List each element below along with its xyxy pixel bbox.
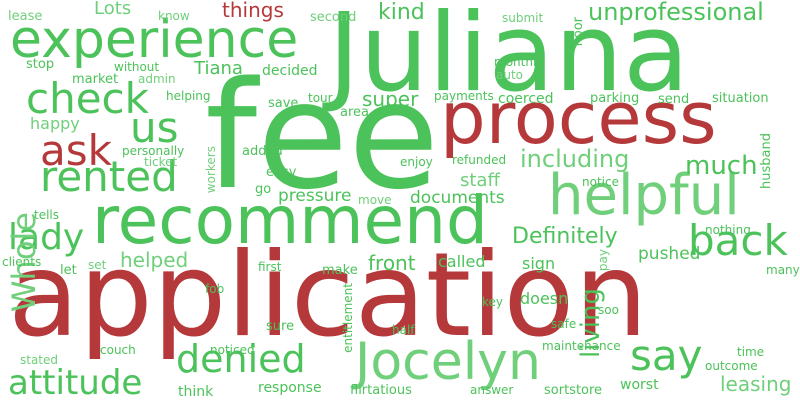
word-floor: floor	[571, 17, 586, 47]
word-move: move	[358, 193, 392, 207]
word-answer: answer	[470, 383, 514, 397]
word-helping: helping	[166, 89, 211, 103]
word-send: send	[658, 92, 690, 107]
word-stop: stop	[26, 57, 55, 72]
word-nothing: nothing	[705, 223, 751, 237]
word-notice: notice	[582, 175, 619, 189]
word-without: without	[114, 60, 160, 74]
word-ticket: ticket	[144, 155, 178, 169]
word-auto: auto	[496, 68, 524, 82]
word-first: first	[258, 260, 282, 274]
word-response: response	[258, 380, 322, 396]
word-couch: couch	[100, 343, 136, 357]
word-lady: lady	[8, 217, 85, 258]
word-worst: worst	[620, 377, 659, 393]
word-tells: tells	[34, 208, 60, 222]
word-attitude: attitude	[8, 363, 143, 400]
word-save: save	[268, 96, 299, 111]
word-think: think	[178, 384, 214, 400]
word-outcome: outcome	[705, 359, 758, 373]
word-go: go	[255, 182, 272, 197]
word-clients: clients	[2, 255, 42, 269]
word-parking: parking	[590, 91, 640, 106]
word-noticed: noticed	[210, 343, 255, 357]
word-us: us	[130, 103, 179, 152]
word-doesn: doesn	[520, 289, 569, 308]
word-refunded: refunded	[452, 153, 507, 167]
word-denied: denied	[176, 337, 306, 381]
word-back: back	[688, 216, 788, 265]
word-area: area	[340, 105, 369, 120]
word-sign: sign	[522, 254, 556, 273]
word-application: application	[8, 228, 648, 363]
word-stated: stated	[20, 353, 59, 367]
word-pushed: pushed	[638, 244, 701, 264]
word-lease: lease	[8, 9, 43, 24]
word-set: set	[88, 258, 107, 272]
word-things: things	[222, 0, 284, 22]
word-sure: sure	[266, 319, 295, 334]
word-process: process	[440, 76, 717, 160]
word-unprofessional: unprofessional	[588, 0, 764, 26]
word-tiana: Tiana	[194, 58, 243, 79]
word-many: many	[766, 263, 800, 277]
word-sortstore: sortstore	[544, 383, 603, 398]
word-jocelyn: Jocelyn	[355, 332, 541, 392]
word-experience: experience	[10, 10, 299, 70]
word-check: check	[26, 74, 149, 123]
word-maintenance: maintenance	[542, 339, 621, 353]
word-helped: helped	[120, 248, 189, 272]
word-monthly: monthly	[494, 55, 544, 69]
word-rented: rented	[40, 152, 178, 201]
word-decided: decided	[262, 63, 318, 79]
word-time: time	[737, 345, 765, 359]
word-definitely: Definitely	[512, 224, 618, 249]
word-helpful: helpful	[548, 163, 740, 228]
word-personally: personally	[122, 144, 185, 158]
word-added: added	[242, 144, 283, 159]
word-easy: easy	[266, 165, 297, 180]
word-know: know	[158, 9, 190, 23]
word-entitlement: entitlement	[341, 283, 355, 353]
word-half: half	[392, 323, 415, 337]
word-situation: situation	[712, 91, 769, 106]
word-happy: happy	[30, 114, 80, 133]
word-fob: fob	[205, 282, 225, 296]
word-key: key	[482, 295, 504, 309]
word-front: front	[368, 251, 416, 275]
word-soo: soo	[598, 303, 619, 317]
word-payments: payments	[434, 89, 494, 103]
word-documents: documents	[410, 188, 505, 208]
word-super: super	[362, 87, 419, 111]
word-recommend: recommend	[92, 182, 488, 259]
word-much: much	[685, 151, 758, 181]
word-called: called	[438, 252, 486, 271]
word-second: second	[310, 10, 357, 25]
word-say: say	[630, 331, 703, 380]
word-husband: husband	[759, 133, 774, 189]
word-staff: staff	[460, 170, 500, 191]
word-safe: safe	[551, 317, 577, 331]
word-enjoy: enjoy	[400, 155, 433, 169]
word-ask: ask	[40, 126, 112, 175]
word-submit: submit	[502, 11, 544, 25]
word-kind: kind	[378, 0, 425, 25]
word-fee: fee	[205, 50, 440, 222]
word-flirtatious: flirtatious	[350, 383, 412, 398]
word-make: make	[322, 263, 358, 278]
word-coerced: coerced	[498, 91, 554, 107]
word-market: market	[72, 72, 119, 87]
word-let: let	[60, 263, 77, 278]
word-tour: tour	[308, 91, 333, 105]
word-leasing: leasing	[720, 372, 792, 396]
word-including: including	[520, 145, 630, 173]
word-workers: workers	[204, 146, 218, 194]
word-lots: Lots	[94, 0, 132, 19]
word-pay: pay	[596, 249, 610, 272]
word-admin: admin	[138, 72, 176, 86]
word-juliana: Juliana	[328, 0, 690, 116]
word-pressure: pressure	[278, 186, 352, 206]
